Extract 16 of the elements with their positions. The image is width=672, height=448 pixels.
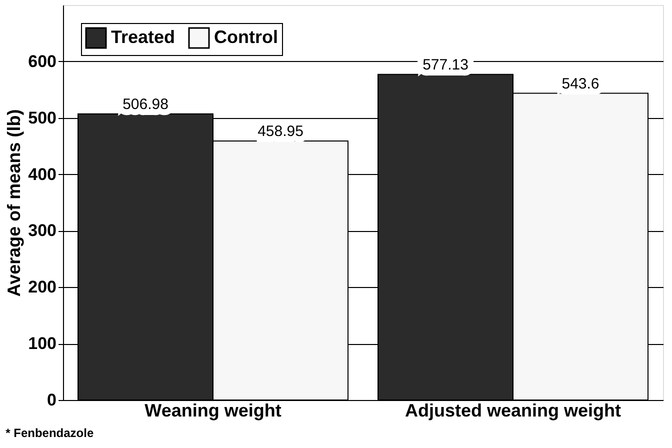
text: * Fenbendazole bbox=[6, 426, 94, 440]
x-tick-label: Adjusted weaning weight bbox=[404, 400, 622, 420]
data-label: 458.95 bbox=[258, 123, 304, 140]
y-tick-label: 0 bbox=[47, 390, 56, 410]
data-label: 506.98 bbox=[122, 96, 168, 113]
y-tick-label: 600 bbox=[28, 52, 56, 71]
y-tick-label: 100 bbox=[28, 334, 56, 354]
y-tick-label: 500 bbox=[28, 108, 56, 128]
legend-label: Treated bbox=[111, 27, 176, 47]
y-axis-title: Average of means (lb) bbox=[4, 109, 24, 297]
y-tick-label: 300 bbox=[28, 221, 56, 240]
data-label: 543.6 bbox=[562, 75, 600, 92]
legend-label: Control bbox=[214, 27, 278, 47]
y-tick-label: 400 bbox=[28, 164, 56, 184]
y-tick-label: 200 bbox=[28, 278, 56, 297]
x-tick-label: Weaning weight bbox=[144, 400, 282, 420]
